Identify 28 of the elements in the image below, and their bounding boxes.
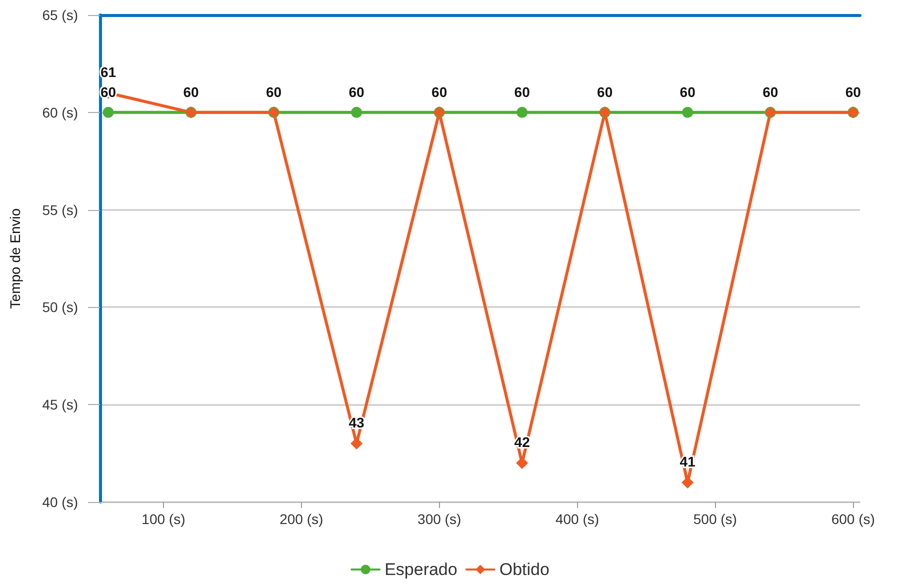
data-label: 60 — [597, 84, 613, 100]
x-tick-label: 100 (s) — [142, 511, 186, 527]
point — [351, 106, 362, 118]
y-tick-label: 50 (s) — [42, 299, 78, 316]
data-label: 60 — [762, 84, 778, 100]
x-tick-label: 300 (s) — [418, 511, 462, 527]
legend-label: Esperado — [384, 560, 458, 579]
y-tick-label: 60 (s) — [42, 104, 78, 120]
x-tick-label: 400 (s) — [555, 511, 600, 527]
x-tick-label: 600 (s) — [831, 511, 875, 527]
y-tick-label: 55 (s) — [42, 202, 78, 218]
data-label: 60 — [348, 84, 365, 100]
point — [102, 106, 114, 118]
data-label: 60 — [183, 84, 200, 100]
data-label: 60 — [680, 84, 696, 100]
legend-label: Obtido — [499, 560, 550, 579]
data-label: 60 — [845, 84, 862, 100]
x-tick-label: 500 (s) — [693, 511, 737, 527]
y-tick-label: 65 (s) — [42, 7, 78, 23]
data-label: 60 — [266, 84, 282, 100]
data-label: 60 — [432, 84, 448, 100]
point — [516, 106, 528, 118]
y-tick-label: 40 (s) — [42, 494, 78, 510]
x-tick-label: 200 (s) — [280, 511, 324, 527]
y-axis-title: Tempo de Envio — [7, 208, 23, 309]
y-tick-label: 45 (s) — [42, 396, 78, 413]
point — [682, 106, 694, 118]
data-label: 60 — [514, 84, 530, 100]
